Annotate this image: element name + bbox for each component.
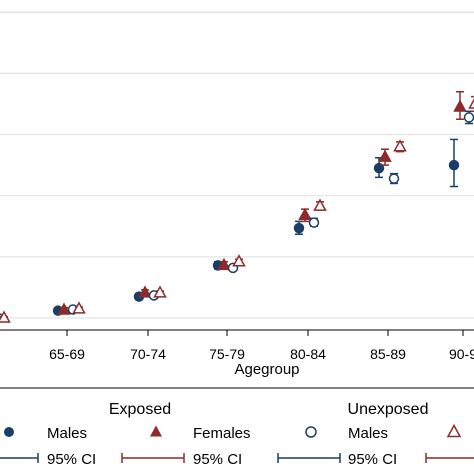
x-tick-label-85-89: 85-89 [370, 346, 406, 362]
legend-unexposed-title: Unexposed [348, 401, 429, 418]
legend-ci-label-3: 95% CI [348, 451, 397, 468]
point-3-80-84 [313, 198, 327, 211]
point-1-80-84 [298, 207, 312, 221]
x-tick-label-90-94: 90-9 [449, 346, 474, 362]
legend: Exposed Unexposed Males Females Males 95… [0, 401, 474, 468]
x-axis-title: Agegroup [234, 361, 299, 378]
legend-label-unexposed-males: Males [348, 425, 388, 442]
legend-marker-exposed-males [4, 427, 14, 437]
legend-marker-exposed-females [150, 425, 162, 437]
point-0-80-84 [293, 222, 305, 234]
point-3-90-94 [468, 98, 474, 109]
x-tick-label-70-74: 70-74 [130, 346, 166, 362]
point-3-70-74 [153, 285, 167, 298]
point-0-90-94 [448, 159, 460, 171]
legend-ci-label-2: 95% CI [193, 451, 242, 468]
legend-ci-label-1: 95% CI [47, 451, 96, 468]
x-tick-label-65-69: 65-69 [49, 346, 85, 362]
point-3-85-89 [393, 139, 407, 152]
legend-label-exposed-females: Females [193, 425, 251, 442]
point-1-85-89 [378, 149, 392, 162]
point-2-90-94 [463, 112, 474, 123]
point-0-85-89 [373, 162, 385, 174]
point-3-65-69 [72, 301, 86, 314]
x-tick-label-75-79: 75-79 [209, 346, 245, 362]
point-2-80-84 [308, 217, 320, 228]
gridlines [0, 11, 474, 319]
point-2-85-89 [388, 173, 400, 184]
legend-marker-unexposed-females [446, 423, 462, 438]
chart-marks [0, 90, 474, 323]
legend-exposed-title: Exposed [109, 401, 171, 418]
legend-marker-unexposed-males [305, 426, 317, 438]
point-1-70-74 [138, 285, 152, 298]
legend-label-exposed-males: Males [47, 425, 87, 442]
point-1-75-79 [217, 257, 231, 271]
point-1-90-94 [453, 99, 467, 112]
x-tick-label-80-84: 80-84 [290, 346, 326, 362]
point-1-65-69 [57, 302, 71, 315]
point-3-60-64 [0, 310, 11, 323]
point-3-75-79 [232, 254, 246, 267]
